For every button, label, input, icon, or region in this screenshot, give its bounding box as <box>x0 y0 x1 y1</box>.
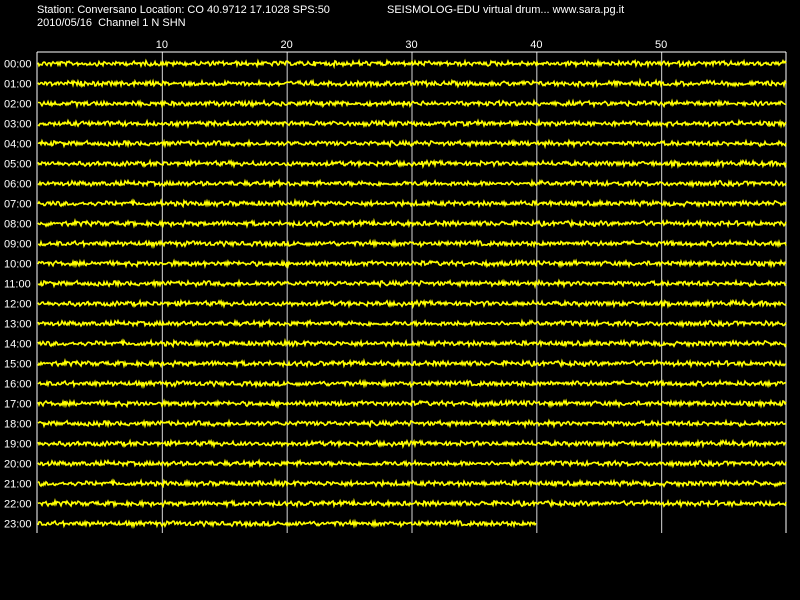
trace-row-0400 <box>37 138 787 150</box>
row-time-label: 22:00 <box>4 499 32 511</box>
date-channel-info: 2010/05/16 Channel 1 N SHN <box>37 17 186 29</box>
row-time-label: 16:00 <box>4 379 32 391</box>
trace-row-1600 <box>37 378 787 389</box>
row-time-label: 18:00 <box>4 419 32 431</box>
trace-row-0100 <box>37 77 787 89</box>
trace-row-0900 <box>37 238 787 249</box>
x-tick-label: 10 <box>156 39 168 51</box>
trace-row-0800 <box>37 217 787 229</box>
app-brand: SEISMOLOG-EDU virtual drum... www.sara.p… <box>387 4 625 16</box>
row-time-label: 20:00 <box>4 459 32 471</box>
trace-row-0300 <box>37 117 787 129</box>
row-time-label: 17:00 <box>4 399 32 411</box>
trace-row-2000 <box>37 458 787 469</box>
row-time-label: 03:00 <box>4 119 32 131</box>
trace-row-1900 <box>37 438 787 450</box>
row-time-label: 04:00 <box>4 139 32 151</box>
row-time-label: 12:00 <box>4 299 32 311</box>
trace-row-1100 <box>37 278 787 290</box>
trace-row-1700 <box>37 398 787 410</box>
trace-row-0200 <box>38 98 787 109</box>
x-tick-label: 30 <box>405 39 417 51</box>
row-time-label: 08:00 <box>4 219 32 231</box>
trace-row-1000 <box>37 258 787 270</box>
row-time-label: 07:00 <box>4 199 32 211</box>
row-time-label: 06:00 <box>4 179 32 191</box>
row-time-label: 01:00 <box>4 79 32 91</box>
x-tick-label: 40 <box>530 39 542 51</box>
trace-row-1200 <box>37 298 787 310</box>
trace-row-0700 <box>37 197 787 209</box>
trace-row-1400 <box>37 337 787 349</box>
trace-row-2300 <box>37 518 537 529</box>
row-time-label: 11:00 <box>4 279 31 291</box>
row-time-label: 15:00 <box>4 359 32 371</box>
row-time-label: 05:00 <box>4 159 32 171</box>
row-time-label: 13:00 <box>4 319 32 331</box>
x-tick-label: 20 <box>281 39 293 51</box>
row-time-label: 00:00 <box>4 59 32 71</box>
row-time-label: 14:00 <box>4 339 32 351</box>
row-time-label: 21:00 <box>4 479 32 491</box>
trace-row-0600 <box>37 178 787 189</box>
trace-row-1800 <box>37 418 787 430</box>
trace-row-2200 <box>37 497 787 509</box>
trace-row-1300 <box>37 318 787 329</box>
station-info: Station: Conversano Location: CO 40.9712… <box>37 4 330 16</box>
row-time-label: 23:00 <box>4 519 32 531</box>
row-time-label: 19:00 <box>4 439 32 451</box>
trace-row-1500 <box>37 357 787 369</box>
trace-row-2100 <box>37 477 787 489</box>
row-time-label: 02:00 <box>4 99 32 111</box>
x-tick-label: 50 <box>655 39 667 51</box>
row-time-label: 09:00 <box>4 239 32 251</box>
trace-row-0500 <box>37 158 787 170</box>
trace-row-0000 <box>37 58 787 70</box>
row-time-label: 10:00 <box>4 259 32 271</box>
